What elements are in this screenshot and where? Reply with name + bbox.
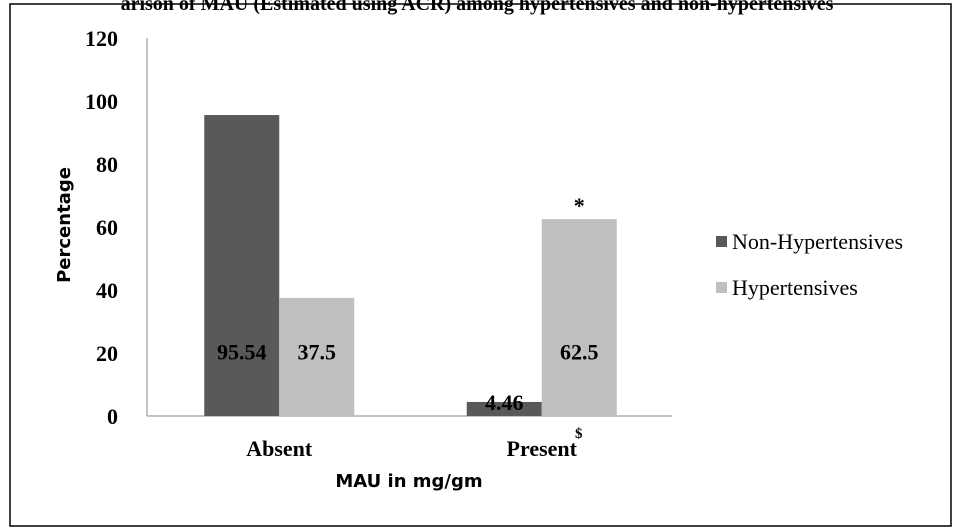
y-tick-label: 120	[85, 26, 118, 51]
y-axis-label: Percentage	[54, 167, 75, 283]
y-tick-label: 40	[96, 278, 118, 303]
data-label: 37.5	[298, 339, 337, 364]
bar	[541, 219, 617, 416]
data-label: 62.5	[560, 339, 599, 364]
y-tick-label: 20	[96, 341, 118, 366]
data-label: 95.54	[217, 339, 267, 364]
x-axis-label: MAU in mg/gm	[335, 471, 482, 492]
legend-label: Non-Hypertensives	[732, 229, 903, 254]
bar	[466, 401, 542, 416]
chart-title: arison of MAU (Estimated using ACR) amon…	[121, 0, 834, 15]
data-labels: 95.54 37.5 4.46 62.5	[217, 339, 599, 415]
y-tick-label: 80	[96, 152, 118, 177]
y-tick-label: 60	[96, 215, 118, 240]
legend-swatch	[716, 282, 727, 293]
annotation-asterisk: *	[574, 193, 585, 218]
bar	[204, 115, 280, 416]
y-tick-label: 0	[107, 404, 118, 429]
annotation-dollar: $	[575, 426, 583, 442]
bar	[279, 297, 355, 416]
data-label: 4.46	[485, 390, 524, 415]
x-tick-label: Present	[507, 436, 578, 461]
y-tick-labels: 0 20 40 60 80 100 120	[85, 26, 118, 429]
legend: Non-Hypertensives Hypertensives	[716, 229, 903, 300]
y-tick-label: 100	[85, 89, 118, 114]
annotations: *$	[574, 193, 585, 442]
legend-swatch	[716, 236, 727, 247]
x-tick-labels: Absent Present	[246, 436, 577, 461]
x-tick-label: Absent	[246, 436, 313, 461]
legend-label: Hypertensives	[732, 275, 858, 300]
bars	[204, 115, 617, 416]
chart-border	[9, 3, 952, 527]
